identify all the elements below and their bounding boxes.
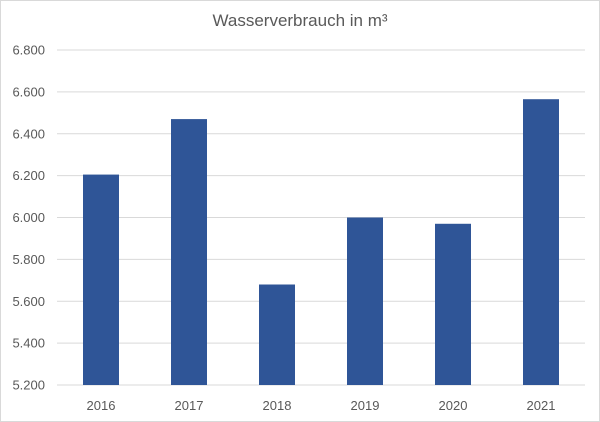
x-tick-label: 2016 — [87, 398, 116, 413]
bar-2017 — [171, 119, 207, 385]
x-axis-tick-labels: 2016 2017 2018 2019 2020 2021 — [87, 398, 556, 413]
y-tick-label: 5.600 — [12, 294, 45, 309]
x-tick-label: 2017 — [175, 398, 204, 413]
x-tick-label: 2018 — [263, 398, 292, 413]
y-tick-label: 6.200 — [12, 168, 45, 183]
bar-2021 — [523, 99, 559, 385]
x-tick-label: 2021 — [527, 398, 556, 413]
gridlines — [57, 49, 585, 386]
bars — [83, 99, 559, 385]
bar-2019 — [347, 217, 383, 385]
y-tick-label: 5.400 — [12, 336, 45, 351]
y-tick-label: 6.800 — [12, 43, 45, 58]
bar-2016 — [83, 174, 119, 385]
y-tick-label: 6.000 — [12, 210, 45, 225]
x-tick-label: 2020 — [439, 398, 468, 413]
x-tick-label: 2019 — [351, 398, 380, 413]
y-tick-label: 6.600 — [12, 84, 45, 99]
bar-2018 — [259, 284, 295, 385]
chart-title: Wasserverbrauch in m³ — [212, 11, 388, 30]
y-tick-label: 5.200 — [12, 378, 45, 393]
y-tick-label: 6.400 — [12, 126, 45, 141]
y-tick-label: 5.800 — [12, 252, 45, 267]
bar-2020 — [435, 223, 471, 385]
y-axis-tick-labels: 5.200 5.400 5.600 5.800 6.000 6.200 6.400 6.600… — [12, 43, 45, 393]
